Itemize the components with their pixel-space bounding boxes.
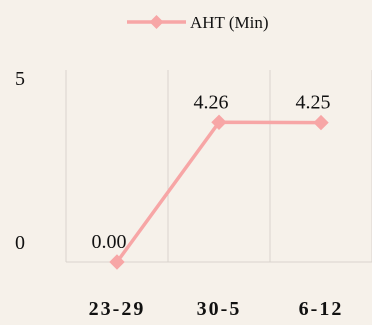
data-point-marker	[313, 114, 329, 131]
axis-ticks: 0 5 23-29 30-5 6-12	[15, 68, 344, 320]
x-tick-label: 6-12	[299, 298, 344, 320]
y-tick-label: 0	[15, 232, 25, 254]
data-label: 0.00	[92, 231, 127, 253]
data-labels: 0.00 4.26 4.25	[92, 91, 331, 253]
series-layer	[109, 114, 329, 270]
legend-label: AHT (Min)	[190, 13, 269, 32]
data-point-marker	[109, 254, 125, 270]
data-label: 4.26	[194, 91, 229, 113]
x-tick-label: 23-29	[89, 298, 146, 320]
data-point-marker	[211, 114, 227, 130]
series-line	[115, 120, 322, 264]
data-label: 4.25	[296, 92, 331, 114]
y-tick-label: 5	[15, 68, 25, 90]
legend: AHT (Min)	[127, 13, 269, 32]
legend-diamond-marker	[149, 15, 164, 29]
x-tick-label: 30-5	[197, 298, 242, 320]
